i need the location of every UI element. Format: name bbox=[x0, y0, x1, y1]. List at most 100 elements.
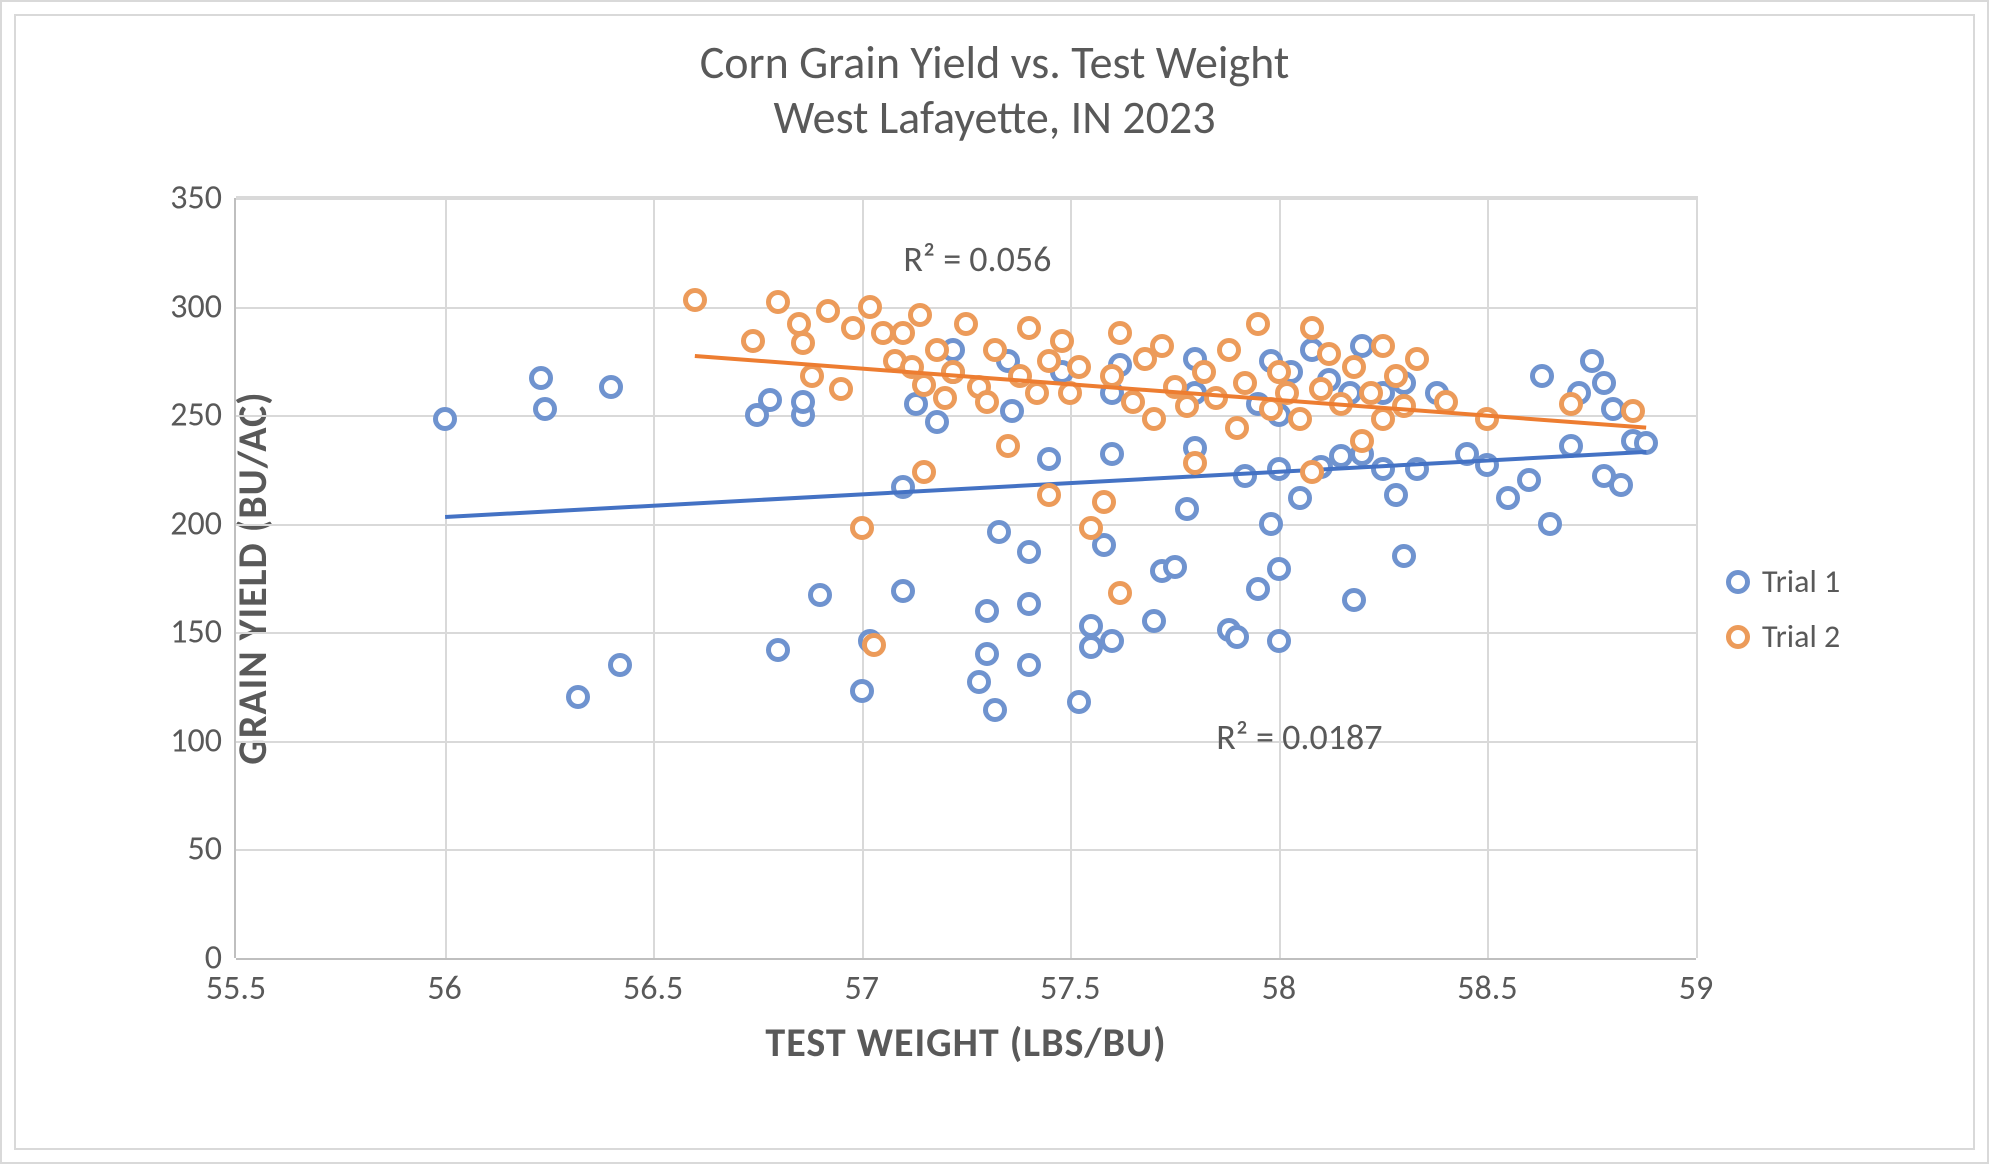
r-squared-annotation: R² = 0.056 bbox=[903, 237, 1051, 281]
data-point bbox=[975, 390, 999, 414]
data-point bbox=[1267, 557, 1291, 581]
data-point bbox=[862, 633, 886, 657]
y-axis-title: GRAIN YIELD (BU/AC) bbox=[228, 391, 277, 764]
data-point bbox=[1025, 381, 1049, 405]
data-point bbox=[1288, 407, 1312, 431]
data-point bbox=[829, 377, 853, 401]
y-tick-label: 100 bbox=[170, 720, 222, 761]
chart-title-line1: Corn Grain Yield vs. Test Weight bbox=[16, 36, 1973, 91]
data-point bbox=[925, 338, 949, 362]
data-point bbox=[996, 434, 1020, 458]
data-point bbox=[1267, 360, 1291, 384]
data-point bbox=[1317, 342, 1341, 366]
data-point bbox=[1017, 653, 1041, 677]
data-point bbox=[808, 583, 832, 607]
chart-title-line2: West Lafayette, IN 2023 bbox=[16, 91, 1973, 146]
data-point bbox=[967, 670, 991, 694]
data-point bbox=[1371, 457, 1395, 481]
data-point bbox=[1530, 364, 1554, 388]
data-point bbox=[891, 475, 915, 499]
data-point bbox=[1246, 577, 1270, 601]
x-tick-label: 56 bbox=[427, 968, 461, 1009]
chart-container: Corn Grain Yield vs. Test Weight West La… bbox=[0, 0, 1989, 1164]
chart-title: Corn Grain Yield vs. Test Weight West La… bbox=[16, 36, 1973, 146]
gridline-v bbox=[1487, 198, 1489, 958]
data-point bbox=[766, 290, 790, 314]
data-point bbox=[1384, 483, 1408, 507]
data-point bbox=[741, 329, 765, 353]
data-point bbox=[1496, 486, 1520, 510]
legend: Trial 1 Trial 2 bbox=[1726, 546, 1840, 672]
gridline-v bbox=[1070, 198, 1072, 958]
data-point bbox=[1037, 483, 1061, 507]
data-point bbox=[1142, 407, 1166, 431]
data-point bbox=[1342, 355, 1366, 379]
plot-area: TEST WEIGHT (LBS/BU) GRAIN YIELD (BU/AC)… bbox=[236, 196, 1698, 958]
data-point bbox=[1580, 349, 1604, 373]
gridline-h bbox=[236, 198, 1696, 200]
x-axis-line bbox=[236, 958, 1696, 960]
data-point bbox=[1288, 486, 1312, 510]
data-point bbox=[925, 410, 949, 434]
data-point bbox=[800, 364, 824, 388]
data-point bbox=[1050, 329, 1074, 353]
data-point bbox=[1108, 581, 1132, 605]
r-squared-annotation: R² = 0.0187 bbox=[1216, 715, 1382, 759]
data-point bbox=[766, 638, 790, 662]
gridline-h bbox=[236, 307, 1696, 309]
data-point bbox=[908, 303, 932, 327]
data-point bbox=[1108, 321, 1132, 345]
data-point bbox=[791, 331, 815, 355]
data-point bbox=[1150, 334, 1174, 358]
data-point bbox=[912, 460, 936, 484]
data-point bbox=[1225, 416, 1249, 440]
data-point bbox=[983, 338, 1007, 362]
legend-item-trial2: Trial 2 bbox=[1726, 617, 1840, 656]
data-point bbox=[1384, 364, 1408, 388]
data-point bbox=[841, 316, 865, 340]
data-point bbox=[1079, 614, 1103, 638]
y-tick-label: 150 bbox=[170, 612, 222, 653]
data-point bbox=[608, 653, 632, 677]
data-point bbox=[1559, 392, 1583, 416]
data-point bbox=[1183, 451, 1207, 475]
data-point bbox=[858, 295, 882, 319]
data-point bbox=[1405, 347, 1429, 371]
data-point bbox=[850, 516, 874, 540]
y-tick-label: 50 bbox=[188, 829, 222, 870]
data-point bbox=[987, 520, 1011, 544]
data-point bbox=[1392, 544, 1416, 568]
x-tick-label: 57 bbox=[844, 968, 878, 1009]
data-point bbox=[533, 397, 557, 421]
x-tick-label: 58.5 bbox=[1457, 968, 1517, 1009]
data-point bbox=[1225, 625, 1249, 649]
x-axis-title: TEST WEIGHT (LBS/BU) bbox=[236, 1018, 1696, 1067]
data-point bbox=[1609, 473, 1633, 497]
data-point bbox=[1142, 609, 1166, 633]
data-point bbox=[1475, 407, 1499, 431]
gridline-v bbox=[1696, 198, 1698, 958]
data-point bbox=[891, 579, 915, 603]
x-tick-label: 58 bbox=[1262, 968, 1296, 1009]
y-tick-label: 350 bbox=[170, 178, 222, 219]
legend-label-trial2: Trial 2 bbox=[1762, 617, 1840, 656]
data-point bbox=[1217, 338, 1241, 362]
data-point bbox=[1067, 355, 1091, 379]
y-tick-label: 0 bbox=[205, 938, 222, 979]
y-tick-label: 200 bbox=[170, 503, 222, 544]
data-point bbox=[1300, 316, 1324, 340]
data-point bbox=[1092, 490, 1116, 514]
data-point bbox=[529, 366, 553, 390]
data-point bbox=[1067, 690, 1091, 714]
data-point bbox=[1079, 516, 1103, 540]
gridline-v bbox=[653, 198, 655, 958]
data-point bbox=[1121, 390, 1145, 414]
data-point bbox=[954, 312, 978, 336]
data-point bbox=[791, 390, 815, 414]
data-point bbox=[1000, 399, 1024, 423]
data-point bbox=[1246, 312, 1270, 336]
x-tick-label: 57.5 bbox=[1040, 968, 1100, 1009]
data-point bbox=[1192, 360, 1216, 384]
data-point bbox=[599, 375, 623, 399]
data-point bbox=[1371, 334, 1395, 358]
